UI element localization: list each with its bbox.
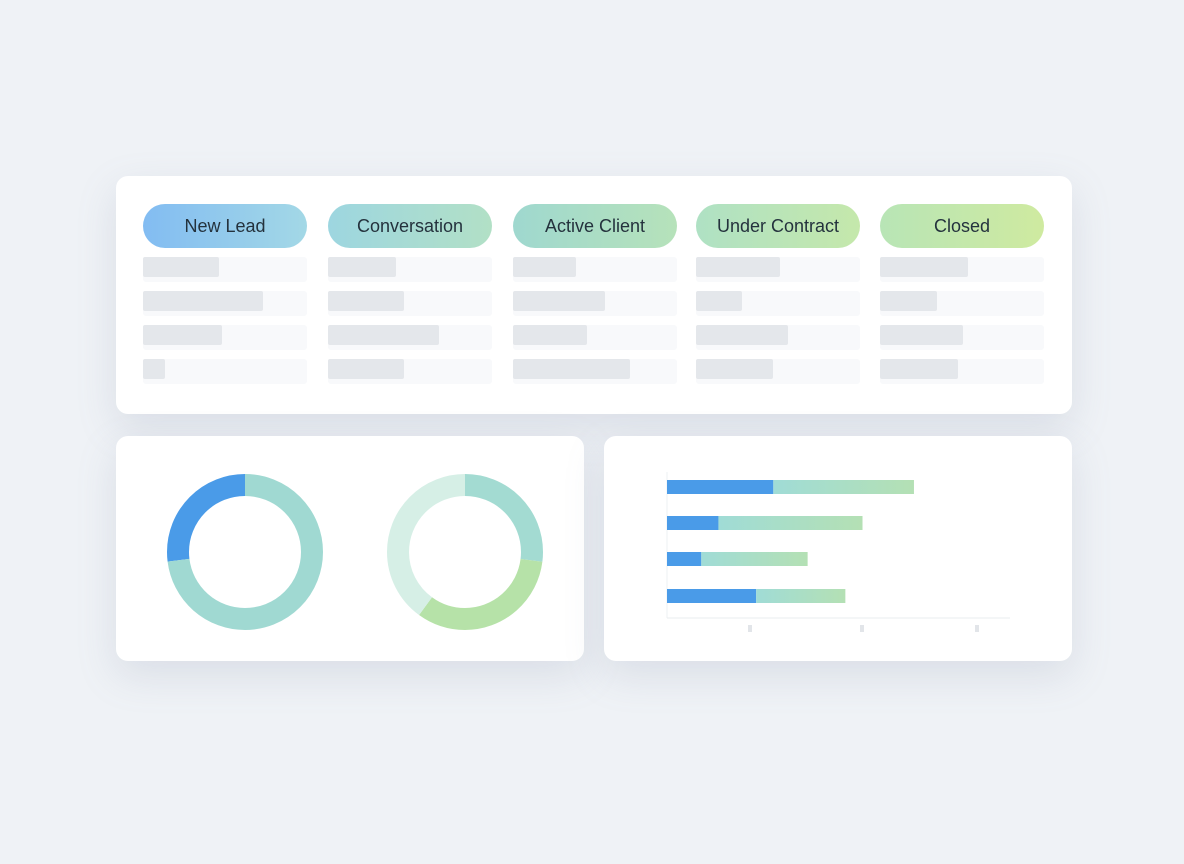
placeholder-text [880, 291, 937, 311]
donut-slice [387, 474, 543, 630]
donut-chart [387, 474, 543, 630]
bar-segment-primary [667, 516, 719, 530]
placeholder-text [143, 291, 263, 311]
stage-pill[interactable]: Conversation [328, 204, 492, 248]
stage-column: Closed [880, 204, 1044, 384]
list-item[interactable] [880, 291, 1044, 316]
bar-segment-primary [667, 480, 774, 494]
list-item[interactable] [143, 257, 307, 282]
placeholder-text [513, 257, 576, 277]
list-item[interactable] [143, 291, 307, 316]
placeholder-text [880, 359, 958, 379]
list-item[interactable] [513, 257, 677, 282]
list-item[interactable] [328, 291, 492, 316]
placeholder-text [696, 359, 773, 379]
stage-column: Under Contract [696, 204, 860, 384]
stage-pill[interactable]: Under Contract [696, 204, 860, 248]
placeholder-text [513, 291, 605, 311]
bar-segment-primary [667, 552, 702, 566]
list-item[interactable] [328, 257, 492, 282]
bar-segment-primary [667, 589, 757, 603]
stage-column: Conversation [328, 204, 492, 384]
x-tick [975, 625, 979, 632]
placeholder-text [880, 325, 963, 345]
list-item[interactable] [143, 325, 307, 350]
bar-chart-card [604, 436, 1072, 661]
placeholder-text [696, 257, 780, 277]
bar-segment-secondary [718, 516, 863, 530]
bar-segment-secondary [701, 552, 808, 566]
stage-pill[interactable]: New Lead [143, 204, 307, 248]
bar-segment-secondary [756, 589, 846, 603]
placeholder-text [143, 359, 165, 379]
list-item[interactable] [513, 359, 677, 384]
placeholder-text [143, 257, 219, 277]
list-item[interactable] [143, 359, 307, 384]
placeholder-text [513, 359, 630, 379]
list-item[interactable] [513, 291, 677, 316]
list-item[interactable] [696, 257, 860, 282]
placeholder-text [513, 325, 587, 345]
donut-slice [167, 474, 323, 630]
donut-charts [167, 474, 543, 630]
list-item[interactable] [513, 325, 677, 350]
list-item[interactable] [696, 325, 860, 350]
placeholder-text [328, 359, 404, 379]
list-item[interactable] [696, 359, 860, 384]
x-tick [860, 625, 864, 632]
list-item[interactable] [880, 325, 1044, 350]
donut-chart [167, 474, 323, 630]
x-tick [748, 625, 752, 632]
list-item[interactable] [880, 359, 1044, 384]
placeholder-text [143, 325, 222, 345]
list-item[interactable] [880, 257, 1044, 282]
list-item[interactable] [696, 291, 860, 316]
bar-chart [666, 472, 1010, 632]
bar-segment-secondary [773, 480, 914, 494]
placeholder-text [880, 257, 968, 277]
stage-column: Active Client [513, 204, 677, 384]
placeholder-text [328, 257, 396, 277]
placeholder-text [328, 291, 404, 311]
list-item[interactable] [328, 325, 492, 350]
stage-column: New Lead [143, 204, 307, 384]
placeholder-text [696, 325, 788, 345]
donut-slice [387, 474, 543, 630]
pipeline-board: New Lead Conversation Active Client Under C… [116, 176, 1072, 414]
placeholder-text [696, 291, 742, 311]
placeholder-text [328, 325, 439, 345]
list-item[interactable] [328, 359, 492, 384]
donut-charts-card [116, 436, 584, 661]
stage-pill[interactable]: Active Client [513, 204, 677, 248]
stage-pill[interactable]: Closed [880, 204, 1044, 248]
